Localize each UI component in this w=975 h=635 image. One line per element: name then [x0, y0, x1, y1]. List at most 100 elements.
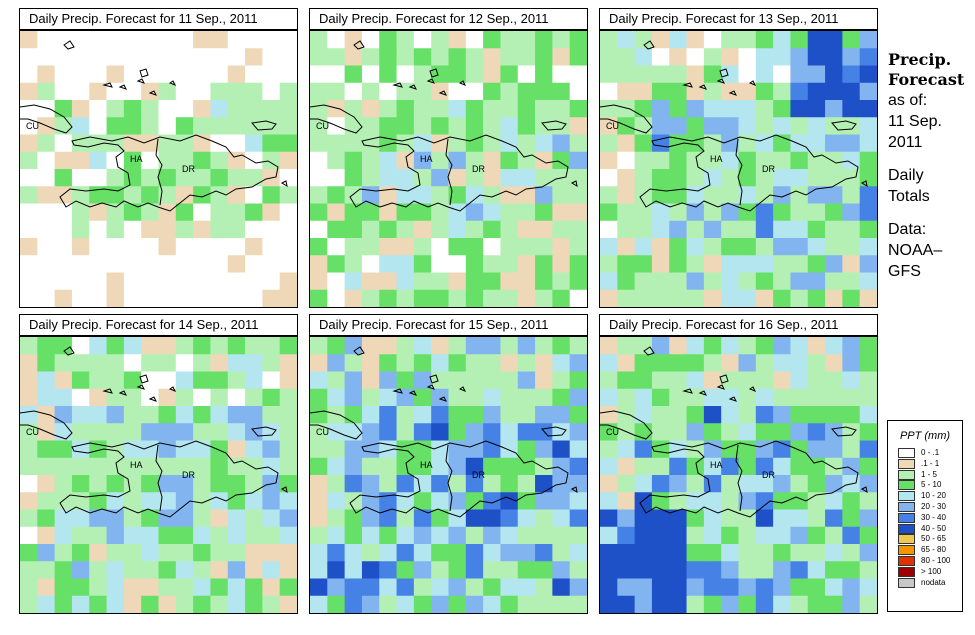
precip-cell: [500, 100, 519, 118]
precip-cell: [379, 289, 398, 307]
precip-cell: [344, 272, 363, 291]
legend-label: 65 - 80: [921, 545, 946, 555]
precip-cell: [842, 406, 861, 424]
precip-cell: [825, 169, 843, 187]
precip-cell: [517, 82, 536, 101]
precip-cell: [193, 388, 212, 407]
precip-cell: [210, 151, 229, 170]
precip-cell: [552, 272, 571, 291]
precip-cell: [245, 255, 263, 274]
label-cuba: CU: [26, 121, 39, 131]
precip-cell: [448, 475, 467, 493]
precip-cell: [600, 117, 618, 136]
precip-cell: [106, 561, 125, 580]
precip-cell: [790, 371, 809, 390]
precip-cell: [344, 406, 363, 424]
precip-cell: [54, 509, 73, 528]
cuba-coastline: [600, 104, 653, 134]
precip-cell: [651, 371, 670, 390]
precip-cell: [158, 31, 177, 49]
precip-cell: [175, 406, 194, 424]
precip-cell: [738, 354, 757, 373]
precip-cell: [361, 457, 380, 476]
precip-cell: [141, 238, 160, 256]
legend-swatch: [898, 577, 915, 588]
precip-cell: [227, 272, 246, 291]
precip-cell: [617, 388, 636, 407]
precip-cell: [721, 509, 740, 528]
precip-cell: [20, 272, 38, 291]
precip-cell: [396, 65, 415, 84]
precip-cell: [361, 578, 380, 597]
precip-cell: [651, 31, 670, 49]
precip-cell: [262, 272, 281, 291]
puerto-rico-coastline: [251, 426, 277, 437]
precip-cell: [37, 48, 56, 67]
precip-cell: [89, 457, 108, 476]
precip-cell: [686, 354, 705, 373]
precip-cell: [123, 457, 142, 476]
precip-cell: [37, 186, 56, 205]
precip-cell: [703, 578, 722, 597]
small-island-coastline: [860, 180, 868, 188]
precip-cell: [669, 475, 688, 493]
label-haiti: HA: [130, 460, 143, 470]
precip-cell: [54, 65, 73, 84]
label-haiti: HA: [130, 154, 143, 164]
precip-cell: [279, 169, 297, 187]
precip-cell: [413, 526, 432, 545]
precip-cell: [175, 440, 194, 459]
precip-cell: [634, 440, 653, 459]
precip-cell: [310, 255, 328, 274]
precip-cell: [651, 406, 670, 424]
precip-cell: [106, 595, 125, 613]
precip-cell: [569, 272, 587, 291]
precip-cell: [227, 169, 246, 187]
precip-cell: [361, 134, 380, 153]
precip-cell: [37, 578, 56, 597]
precip-cell: [483, 65, 502, 84]
legend-swatch: [898, 534, 915, 545]
precip-cell: [279, 544, 297, 562]
precip-cell: [669, 578, 688, 597]
precip-cell: [535, 151, 553, 170]
small-island-coastline: [426, 384, 435, 390]
precip-cell: [37, 151, 56, 170]
label-haiti: HA: [420, 154, 433, 164]
precip-cell: [465, 595, 484, 613]
precip-cell: [669, 509, 688, 528]
precip-cell: [790, 423, 809, 442]
precip-cell: [123, 509, 142, 528]
precip-cell: [535, 255, 553, 274]
precip-cell: [89, 475, 108, 493]
precip-cell: [569, 423, 587, 442]
precip-cell: [669, 492, 688, 511]
precip-cell: [379, 48, 398, 67]
precip-cell: [535, 406, 553, 424]
small-island-coastline: [148, 90, 157, 96]
precip-cell: [379, 492, 398, 511]
precip-cell: [465, 100, 484, 118]
precip-cell: [755, 337, 774, 355]
precip-cell: [327, 134, 346, 153]
precip-cell: [262, 440, 281, 459]
puerto-rico-coastline: [541, 120, 567, 131]
precip-cell: [210, 561, 229, 580]
precip-cell: [465, 82, 484, 101]
precip-cell: [738, 48, 757, 67]
label-dominican-republic: DR: [182, 470, 195, 480]
precip-cell: [413, 457, 432, 476]
precip-cell: [413, 220, 432, 239]
precip-cell: [773, 457, 792, 476]
precip-cell: [20, 169, 38, 187]
precip-cell: [600, 561, 618, 580]
precip-cell: [123, 544, 142, 562]
haiti-dr-border: [155, 138, 163, 206]
precip-cell: [20, 595, 38, 613]
precip-cell: [773, 509, 792, 528]
precip-cell: [448, 388, 467, 407]
precip-cell: [842, 31, 861, 49]
precip-cell: [703, 48, 722, 67]
small-island-coastline: [716, 384, 725, 390]
precip-cell: [158, 354, 177, 373]
